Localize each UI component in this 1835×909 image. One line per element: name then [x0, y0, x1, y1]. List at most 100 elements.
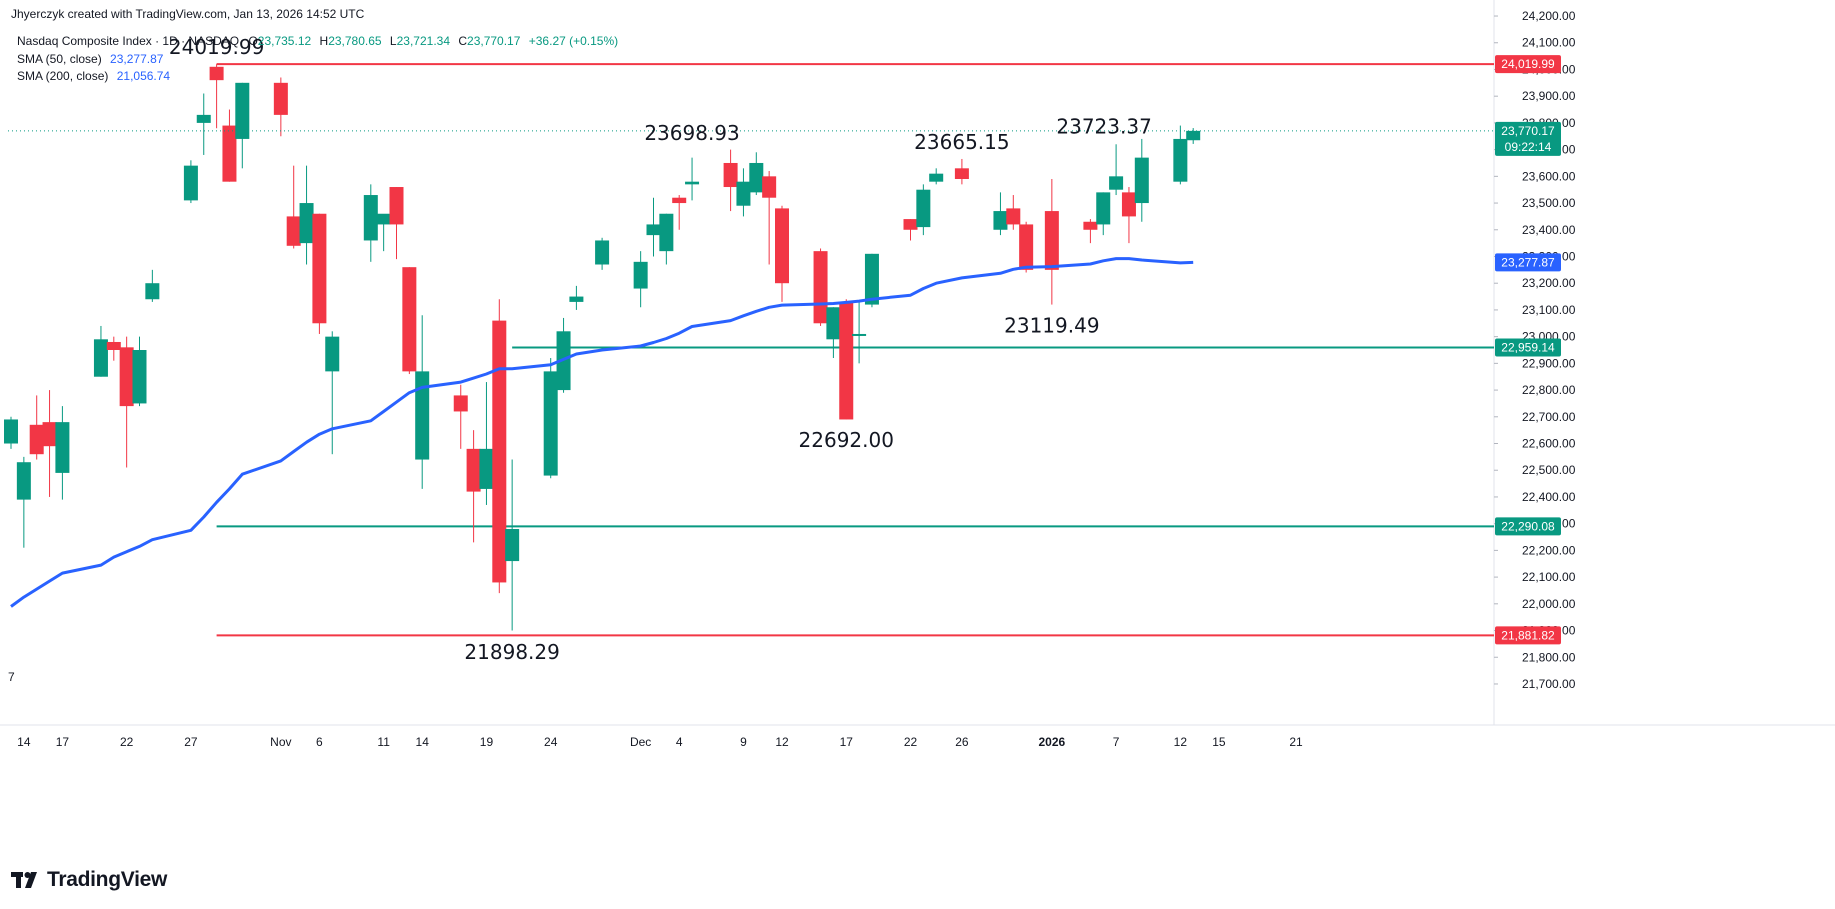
- ohlc-close-key: C: [458, 34, 467, 48]
- ohlc-high-key: H: [320, 34, 329, 48]
- candle-body: [1096, 192, 1111, 225]
- level-badge: 22,959.14: [1495, 338, 1561, 357]
- candle-body: [312, 213, 327, 324]
- candle-body: [916, 189, 931, 228]
- indicator-label: SMA (50, close): [17, 52, 102, 66]
- candle: [325, 331, 340, 455]
- price-tick-label: 22,700.00: [1522, 410, 1576, 424]
- candle-body: [595, 240, 610, 265]
- candle: [209, 64, 224, 129]
- candle: [29, 395, 44, 460]
- price-annotation[interactable]: 23665.15: [914, 130, 1009, 154]
- price-annotation[interactable]: 23723.37: [1056, 114, 1151, 138]
- candle-body: [145, 283, 160, 300]
- ohlc-low-key: L: [390, 34, 397, 48]
- candle: [273, 77, 288, 137]
- candle: [145, 269, 160, 302]
- time-tick-label: 24: [544, 735, 558, 749]
- time-tick-label: 12: [775, 735, 789, 749]
- price-tick-label: 23,200.00: [1522, 276, 1576, 290]
- last-price-badge-bg: [1495, 121, 1561, 156]
- price-tick-label: 24,200.00: [1522, 9, 1576, 23]
- price-annotation[interactable]: 24019.99: [169, 35, 264, 59]
- candle: [826, 307, 841, 359]
- time-tick-label: 9: [740, 735, 747, 749]
- candle-body: [1186, 130, 1201, 141]
- ohlc-open-value: 23,735.12: [258, 34, 312, 48]
- indicator-sma-50[interactable]: SMA (50, close) 23,277.87: [17, 52, 164, 66]
- candle-body: [749, 162, 764, 193]
- ohlc-high-value: 23,780.65: [328, 34, 382, 48]
- candle-body: [839, 301, 854, 420]
- horizontal-levels[interactable]: [216, 63, 1494, 637]
- candle: [672, 195, 687, 230]
- price-annotation[interactable]: 23119.49: [1004, 314, 1099, 338]
- time-tick-label: Dec: [630, 735, 651, 749]
- price-tick-label: 22,200.00: [1522, 543, 1576, 557]
- time-tick-label: 4: [676, 735, 683, 749]
- price-annotations[interactable]: 24019.99 23698.93 23665.15 23723.37 23119.49…: [169, 35, 1152, 664]
- indicator-sma-200[interactable]: SMA (200, close) 21,056.74: [17, 69, 170, 83]
- candle-body: [325, 336, 340, 372]
- price-annotation[interactable]: 22692.00: [799, 428, 894, 452]
- candle-body: [55, 422, 70, 473]
- candle: [132, 336, 147, 407]
- time-tick-label: Nov: [270, 735, 291, 749]
- level-badge: 24,019.99: [1495, 55, 1561, 74]
- level-badge: 22,290.08: [1495, 517, 1561, 536]
- sma-50-series: [10, 257, 1194, 608]
- ohlc-change: +36.27 (+0.15%): [529, 34, 618, 48]
- price-annotation[interactable]: 21898.29: [464, 640, 559, 664]
- candle: [1096, 192, 1111, 236]
- candle: [646, 197, 661, 257]
- price-tick-label: 22,800.00: [1522, 383, 1576, 397]
- level-badge-bg: [1495, 338, 1561, 357]
- candle: [453, 384, 468, 449]
- candle: [1109, 144, 1124, 196]
- candle: [1121, 187, 1136, 244]
- price-tick-label: 22,500.00: [1522, 463, 1576, 477]
- chart-header: Jhyerczyk created with TradingView.com, …: [11, 7, 618, 83]
- price-tick-label: 23,600.00: [1522, 169, 1576, 183]
- time-tick-label: 11: [377, 735, 390, 749]
- footer-brand[interactable]: TradingView: [11, 866, 167, 894]
- candle-body: [646, 224, 661, 236]
- candle-body: [1083, 221, 1098, 230]
- candle: [916, 184, 931, 236]
- candle: [106, 336, 121, 361]
- candle-body: [954, 168, 969, 180]
- sma-50-line: [10, 257, 1194, 608]
- candle-body: [466, 448, 481, 492]
- time-tick-label: 19: [480, 735, 494, 749]
- sma-badge-bg: [1495, 253, 1561, 272]
- indicator-label: SMA (200, close): [17, 69, 108, 83]
- tradingview-logo-icon: [11, 872, 37, 888]
- time-tick-label: 22: [120, 735, 134, 749]
- candle-body: [1006, 208, 1021, 225]
- sma-badge: 23,277.87: [1495, 253, 1561, 272]
- candle-body: [286, 216, 301, 246]
- candle-body: [903, 219, 918, 230]
- candle-body: [106, 341, 121, 350]
- candle: [4, 416, 18, 449]
- time-tick-label: 14: [416, 735, 430, 749]
- symbol-legend: Nasdaq Composite Index · 1D · NASDAQ O23…: [17, 34, 618, 48]
- candle: [659, 213, 674, 265]
- candle: [762, 170, 777, 265]
- price-annotation[interactable]: 23698.93: [644, 121, 739, 145]
- candle-body: [1173, 138, 1188, 182]
- candle: [222, 109, 237, 182]
- level-badge-bg: [1495, 55, 1561, 74]
- candle: [1186, 128, 1201, 144]
- candle: [505, 459, 520, 631]
- time-axis[interactable]: 14 17 22 27 Nov 6 11 14 19 24 Dec 4 9 12 17 22 26 2026 7 12…: [8, 670, 1303, 749]
- price-tick-label: 23,400.00: [1522, 223, 1576, 237]
- candle-body: [196, 114, 211, 123]
- candle: [492, 299, 507, 594]
- candle-body: [119, 347, 134, 407]
- candle-body: [16, 462, 31, 500]
- candle-body: [852, 333, 867, 336]
- candle-body: [1134, 157, 1149, 204]
- candle-body: [492, 320, 507, 583]
